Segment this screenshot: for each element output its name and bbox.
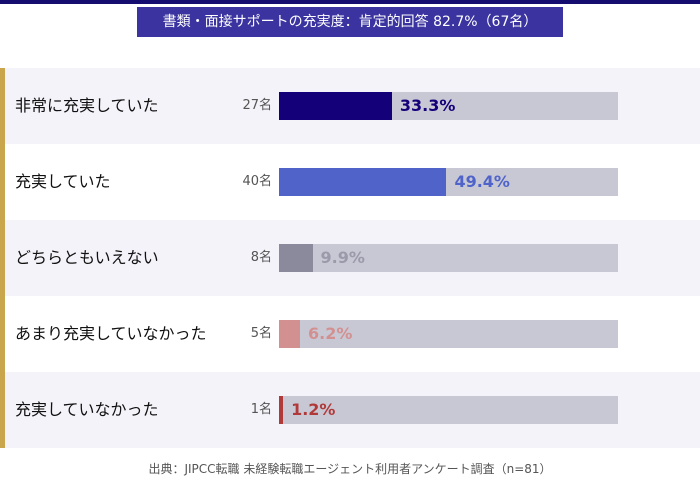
top-bar (0, 0, 700, 4)
bar-fill (279, 396, 284, 424)
bar-row: 充実していた 40名 49.4% (5, 144, 700, 220)
count-label: 27名 (242, 98, 272, 113)
chart-rows: 非常に充実していた 27名 33.3% 充実していた 40名 49.4% どちら… (0, 68, 700, 448)
bar-fill (279, 244, 313, 272)
count-label: 8名 (250, 250, 272, 265)
chart-title: 書類・面接サポートの充実度：肯定的回答 82.7%（67名） (137, 7, 563, 37)
bar-fill (279, 92, 392, 120)
bar-track: 1.2% (279, 396, 618, 424)
count-label: 1名 (250, 402, 272, 417)
bar-row: 充実していなかった 1名 1.2% (5, 372, 700, 448)
bar-fill (279, 168, 447, 196)
category-label: 充実していなかった (15, 400, 159, 419)
category-label: どちらともいえない (15, 248, 159, 267)
value-label: 6.2% (308, 324, 353, 343)
category-label: あまり充実していなかった (15, 324, 207, 343)
count-label: 40名 (242, 174, 272, 189)
count-label: 5名 (250, 326, 272, 341)
category-label: 非常に充実していた (15, 96, 159, 115)
value-label: 49.4% (454, 172, 510, 191)
bar-track: 49.4% (279, 168, 618, 196)
bar-track: 9.9% (279, 244, 618, 272)
bar-track: 33.3% (279, 92, 618, 120)
source-note: 出典：JIPCC転職 未経験転職エージェント利用者アンケート調査（n=81） (148, 462, 552, 476)
value-label: 1.2% (291, 400, 336, 419)
bar-row: あまり充実していなかった 5名 6.2% (5, 296, 700, 372)
bar-row: 非常に充実していた 27名 33.3% (5, 68, 700, 144)
bar-fill (279, 320, 301, 348)
bar-row: どちらともいえない 8名 9.9% (5, 220, 700, 296)
bar-track: 6.2% (279, 320, 618, 348)
category-label: 充実していた (15, 172, 111, 191)
value-label: 33.3% (399, 96, 456, 115)
value-label: 9.9% (320, 248, 365, 267)
